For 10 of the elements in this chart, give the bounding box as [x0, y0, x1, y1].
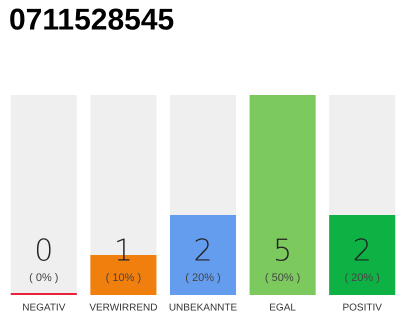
x-tick-label: POSITIV: [342, 302, 382, 314]
data-label: 5 ( 50% ): [264, 234, 300, 284]
data-label: 2 ( 20% ): [185, 234, 221, 284]
x-tick-label: EGAL: [269, 302, 296, 314]
data-label: 0 ( 0% ): [29, 234, 58, 284]
x-tick-label: UNBEKANNTE: [168, 302, 238, 314]
x-tick-label: NEGATIV: [22, 302, 66, 314]
data-label: 2 ( 20% ): [344, 234, 380, 284]
chart-title: 0711528545: [9, 4, 174, 36]
x-tick-label: VERWIRREND: [89, 302, 158, 314]
